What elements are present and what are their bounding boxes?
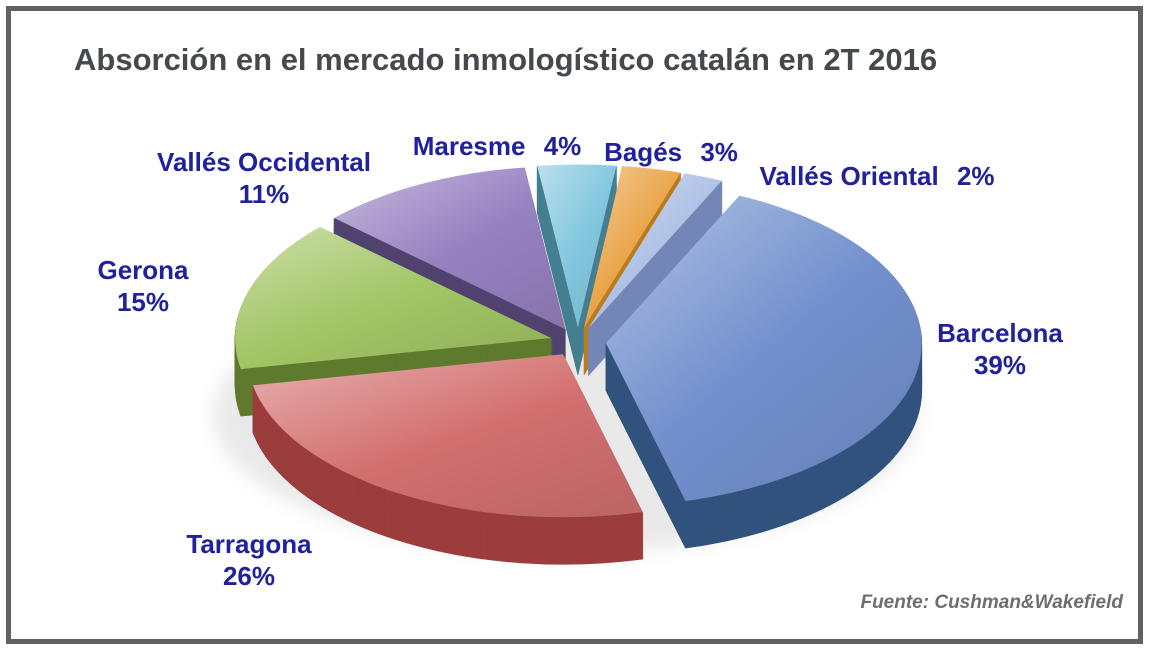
pie-slice-maresme — [536, 164, 617, 375]
slice-percent: 15% — [116, 287, 170, 317]
slice-name: Vallés Oriental — [759, 161, 939, 191]
slice-label-gerona: Gerona 15% — [97, 254, 188, 318]
chart-title: Absorción en el mercado inmologístico ca… — [74, 42, 938, 77]
slice-name: Maresme — [412, 131, 526, 161]
slice-percent: 39% — [973, 350, 1027, 380]
slice-name: Barcelona — [937, 318, 1063, 348]
slice-name: Bagés — [604, 137, 683, 167]
pie-slice-valle-s-occidental-top — [334, 167, 566, 330]
slice-label-maresme: Maresme 4% — [413, 130, 582, 162]
pie-slice-tarragona — [252, 354, 644, 565]
slice-percent: 2% — [956, 161, 995, 191]
slice-label-valles-occidental: Vallés Occidental 11% — [157, 146, 371, 210]
pie-slice-barcelona-top — [605, 195, 922, 501]
slice-label-tarragona: Tarragona 26% — [186, 528, 311, 592]
slice-percent: 26% — [222, 561, 276, 591]
pie-slice-valle-s-oriental-top — [588, 173, 722, 329]
source-credit: Fuente: Cushman&Wakefield — [860, 592, 1123, 613]
pie-slice-gerona-top — [235, 226, 552, 370]
slice-label-barcelona: Barcelona 39% — [937, 317, 1063, 381]
slice-percent: 11% — [238, 179, 290, 209]
slice-percent: 3% — [700, 137, 738, 167]
slice-percent: 4% — [543, 131, 582, 161]
slice-label-valles-oriental: Vallés Oriental 2% — [759, 160, 994, 192]
pie-slice-bage-s-top — [584, 166, 681, 328]
pie-slice-valle-s-occidental — [333, 167, 566, 377]
pie-slice-barcelona — [605, 195, 923, 549]
slice-name: Vallés Occidental — [157, 147, 371, 177]
slice-label-bages: Bagés 3% — [604, 136, 738, 168]
slice-name: Tarragona — [186, 529, 312, 559]
pie-slice-tarragona-top — [252, 354, 643, 518]
slice-name: Gerona — [97, 255, 189, 285]
pie-slice-maresme-top — [537, 164, 617, 328]
